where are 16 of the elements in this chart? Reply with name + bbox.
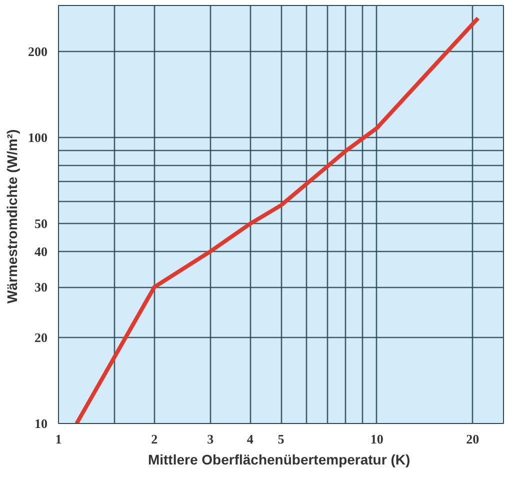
x-tick-label: 10 (370, 432, 384, 446)
y-tick-label: 40 (34, 244, 48, 259)
y-tick-label: 50 (34, 216, 48, 232)
y-axis-title: Wärmestromdichte (W/m²) (4, 129, 20, 304)
x-tick-label: 5 (278, 432, 285, 446)
x-tick-label: 3 (207, 432, 214, 446)
x-tick-label: 1 (55, 432, 62, 446)
x-axis-title: Mittlere Oberflächenübertemperatur (K) (148, 452, 410, 468)
x-tick-label: 20 (466, 432, 480, 446)
y-tick-label: 200 (28, 44, 48, 60)
x-tick-label: 2 (151, 432, 158, 446)
y-tick-label: 10 (34, 416, 48, 431)
y-tick-label: 20 (34, 330, 48, 345)
y-tick-label: 30 (34, 280, 48, 295)
y-tick-label: 100 (28, 130, 48, 146)
x-tick-label: 4 (246, 432, 254, 446)
